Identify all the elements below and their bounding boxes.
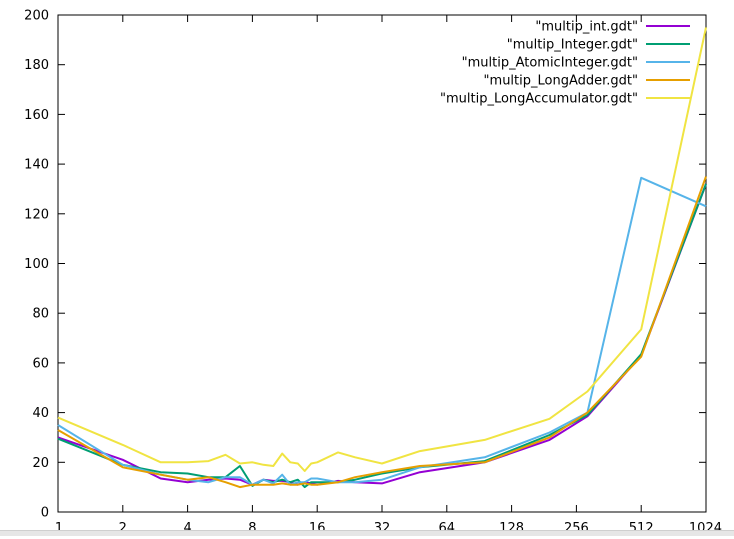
y-tick-label: 80: [32, 307, 49, 322]
x-tick-label: 1: [55, 521, 63, 535]
y-tick-label: 200: [24, 9, 49, 24]
legend-label: "multip_AtomicInteger.gdt": [462, 56, 638, 71]
y-tick-label: 60: [32, 356, 49, 371]
series-lines: [57, 27, 707, 489]
series-line-4: [57, 176, 707, 489]
plot-frame: [57, 14, 707, 513]
legend: "multip_int.gdt" "multip_Integer.gdt" "mul…: [440, 20, 690, 107]
series-line-3: [57, 176, 707, 486]
y-tick-label: 40: [32, 406, 49, 421]
x-tick-label: 4: [183, 521, 191, 535]
series-line-5: [57, 27, 707, 472]
y-tick-label: 180: [24, 58, 49, 73]
bottom-scroll-strip: [0, 530, 734, 536]
legend-label: "multip_int.gdt": [535, 20, 638, 35]
x-tick-label: 8: [248, 521, 256, 535]
y-tick-label: 0: [41, 506, 49, 521]
y-tick-label: 120: [24, 207, 49, 222]
y-tick-label: 140: [24, 158, 49, 173]
legend-label: "multip_LongAdder.gdt": [484, 74, 638, 89]
legend-label: "multip_LongAccumulator.gdt": [440, 92, 638, 107]
y-tick-label: 20: [32, 456, 49, 471]
plot-axes: [57, 14, 707, 513]
x-tick-label: 2: [119, 521, 127, 535]
series-line-2: [57, 183, 707, 489]
y-tick-label: 100: [24, 257, 49, 272]
y-tick-label: 160: [24, 108, 49, 123]
legend-label: "multip_Integer.gdt": [507, 38, 638, 53]
series-line-1: [57, 183, 707, 486]
